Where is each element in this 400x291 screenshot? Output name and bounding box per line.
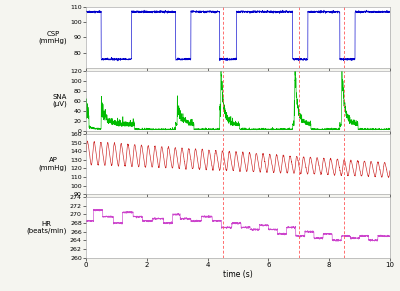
Y-axis label: AP
(mmHg): AP (mmHg) [39,157,67,171]
Y-axis label: HR
(beats/min): HR (beats/min) [27,221,67,234]
Y-axis label: CSP
(mmHg): CSP (mmHg) [39,31,68,44]
Y-axis label: SNA
(μV): SNA (μV) [52,94,67,107]
X-axis label: time (s): time (s) [223,270,253,279]
